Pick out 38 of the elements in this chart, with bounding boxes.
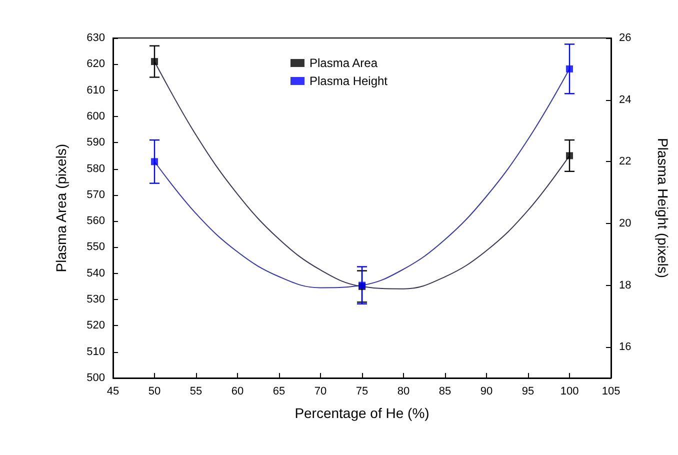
y-tick-label: 620 [86, 58, 105, 70]
y-tick-label: 530 [86, 294, 105, 306]
y2-tick-label: 24 [619, 94, 632, 106]
x-tick-label: 80 [397, 386, 410, 398]
y-tick-label: 560 [86, 215, 105, 228]
y-tick-label: 540 [86, 267, 105, 280]
y2-tick-label: 22 [619, 156, 632, 168]
x-tick-label: 50 [148, 386, 161, 398]
y2-tick-label: 20 [619, 217, 632, 230]
y2-tick-label: 18 [619, 279, 632, 292]
x-tick-label: 75 [356, 386, 368, 398]
y2-axis-title: Plasma Height (pixels) [655, 138, 671, 278]
y-tick-label: 550 [86, 241, 105, 254]
y-tick-label: 600 [86, 110, 105, 122]
x-axis-title: Percentage of He (%) [294, 405, 430, 421]
y-tick-label: 630 [86, 32, 105, 44]
x-tick-label: 70 [314, 386, 327, 398]
legend-label: Plasma Height [309, 74, 388, 88]
legend-label: Plasma Area [309, 56, 378, 70]
x-tick-label: 105 [602, 386, 620, 398]
x-tick-label: 65 [272, 386, 286, 398]
x-tick-label: 85 [438, 386, 452, 398]
x-tick-label: 95 [522, 386, 534, 398]
y-tick-label: 590 [86, 136, 105, 149]
x-tick-label: 60 [231, 386, 244, 398]
y2-tick-label: 16 [619, 341, 632, 354]
x-tick-label: 45 [106, 386, 120, 398]
y-tick-label: 610 [86, 84, 105, 96]
y-tick-label: 510 [86, 346, 105, 358]
y2-tick-label: 26 [619, 32, 632, 44]
y-tick-label: 580 [86, 162, 105, 175]
x-tick-label: 100 [560, 386, 579, 398]
y-tick-label: 570 [86, 188, 105, 201]
x-tick-label: 55 [190, 386, 202, 398]
y-tick-label: 500 [86, 372, 105, 384]
y-tick-label: 520 [86, 320, 105, 332]
y-axis-title: Plasma Area (pixels) [53, 144, 69, 272]
x-tick-label: 90 [480, 386, 493, 398]
